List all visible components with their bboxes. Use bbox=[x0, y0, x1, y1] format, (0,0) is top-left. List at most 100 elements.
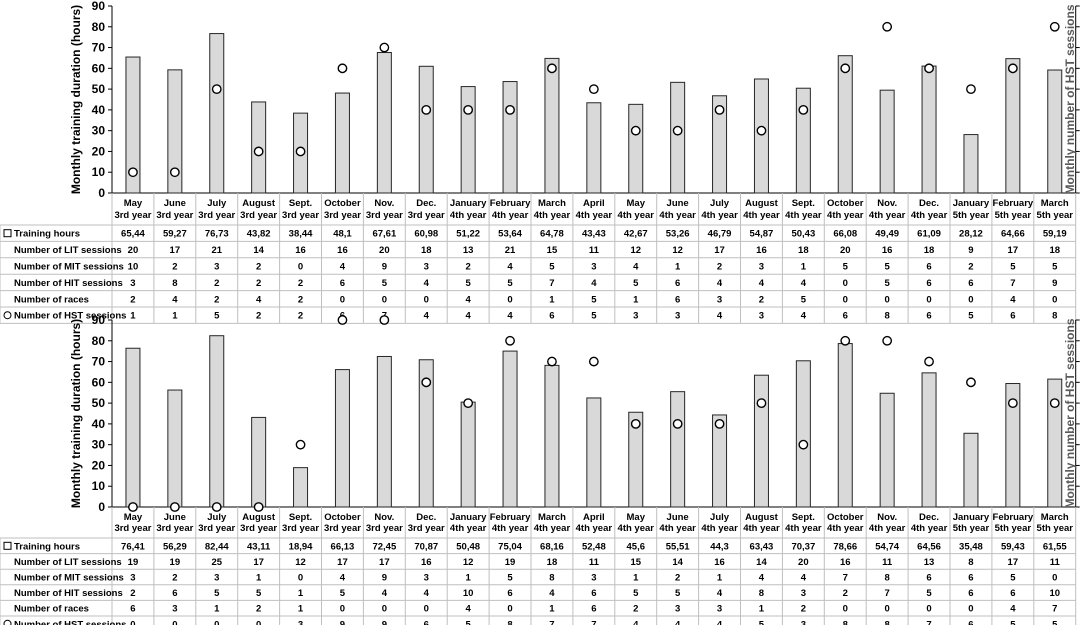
table-cell: 3 bbox=[801, 619, 806, 625]
table-cell: 13 bbox=[924, 557, 935, 568]
marker-hst-sessions bbox=[338, 64, 346, 72]
table-cell: 7 bbox=[549, 619, 554, 625]
marker-hst-sessions bbox=[380, 43, 388, 51]
table-cell: 14 bbox=[253, 245, 264, 256]
marker-hst-sessions bbox=[254, 503, 262, 511]
x-tick-label-month: Sept. bbox=[289, 198, 312, 209]
marker-hst-sessions bbox=[841, 64, 849, 72]
marker-hst-sessions bbox=[171, 168, 179, 176]
y-axis-title-left: Monthly training duration (hours) bbox=[69, 319, 83, 508]
x-tick-label-year: 4th year bbox=[492, 210, 529, 221]
table-cell: 6 bbox=[926, 262, 931, 273]
chart-panel-2: 01020304050607080900123456789Monthly tra… bbox=[0, 313, 1084, 625]
table-cell: 2 bbox=[298, 311, 303, 322]
table-cell: 1 bbox=[256, 573, 262, 584]
marker-hst-sessions bbox=[213, 85, 221, 93]
table-cell: 6 bbox=[172, 588, 177, 599]
table-cell: 3 bbox=[717, 294, 722, 305]
marker-hst-sessions bbox=[464, 106, 472, 114]
table-cell: 21 bbox=[211, 245, 222, 256]
table-cell: 0 bbox=[340, 294, 345, 305]
x-tick-label-year: 3rd year bbox=[282, 523, 319, 534]
x-tick-label-month: October bbox=[827, 198, 864, 209]
table-cell: 8 bbox=[507, 619, 512, 625]
table-cell: 3 bbox=[130, 278, 135, 289]
x-tick-label-month: August bbox=[242, 512, 276, 523]
table-cell: 9 bbox=[382, 619, 387, 625]
table-cell: 6 bbox=[926, 311, 931, 322]
x-tick-label-year: 4th year bbox=[869, 523, 906, 534]
table-cell: 5 bbox=[382, 278, 388, 289]
table-cell: 64,66 bbox=[1001, 229, 1025, 240]
legend-marker-icon bbox=[4, 620, 11, 625]
table-cell: 4 bbox=[466, 604, 472, 615]
x-tick-label-year: 3rd year bbox=[156, 523, 193, 534]
table-cell: 5 bbox=[1010, 262, 1016, 273]
y-axis-title-right: Monthly number of HST sessions bbox=[1063, 318, 1077, 508]
table-cell: 49,49 bbox=[875, 229, 899, 240]
table-cell: 4 bbox=[340, 262, 346, 273]
table-cell: 2 bbox=[298, 278, 303, 289]
table-cell: 2 bbox=[466, 262, 471, 273]
table-cell: 9 bbox=[1052, 278, 1057, 289]
y-axis-title-right: Monthly number of HST sessions bbox=[1063, 4, 1077, 194]
x-tick-label-year: 4th year bbox=[618, 210, 655, 221]
table-cell: 5 bbox=[340, 588, 346, 599]
table-row-label: Training hours bbox=[14, 541, 80, 552]
table-cell: 12 bbox=[295, 557, 306, 568]
x-tick-label-month: February bbox=[490, 198, 531, 209]
table-cell: 1 bbox=[549, 604, 555, 615]
marker-hst-sessions bbox=[548, 357, 556, 365]
x-tick-label-month: Nov. bbox=[877, 198, 897, 209]
table-cell: 16 bbox=[840, 557, 851, 568]
bar-training-hours bbox=[335, 370, 349, 507]
bar-training-hours bbox=[587, 398, 601, 507]
table-cell: 17 bbox=[1008, 245, 1019, 256]
table-cell: 4 bbox=[549, 588, 555, 599]
table-cell: 8 bbox=[885, 573, 890, 584]
y-tick-label-left: 80 bbox=[92, 20, 106, 34]
table-cell: 4 bbox=[172, 294, 178, 305]
marker-hst-sessions bbox=[296, 147, 304, 155]
table-cell: 9 bbox=[382, 573, 387, 584]
table-cell: 5 bbox=[633, 278, 639, 289]
table-cell: 5 bbox=[885, 278, 891, 289]
x-tick-label-month: May bbox=[124, 198, 143, 209]
marker-hst-sessions bbox=[967, 85, 975, 93]
marker-hst-sessions bbox=[1051, 23, 1059, 31]
table-cell: 0 bbox=[926, 294, 931, 305]
y-tick-label-left: 10 bbox=[92, 165, 106, 179]
table-cell: 50,48 bbox=[456, 541, 480, 552]
bar-training-hours bbox=[210, 336, 224, 507]
table-cell: 53,26 bbox=[666, 229, 690, 240]
x-tick-label-year: 4th year bbox=[701, 523, 738, 534]
y-tick-label-left: 30 bbox=[92, 124, 106, 138]
x-tick-label-year: 4th year bbox=[492, 523, 529, 534]
y-tick-label-left: 40 bbox=[92, 103, 106, 117]
table-cell: 18 bbox=[547, 557, 558, 568]
x-tick-label-year: 4th year bbox=[534, 210, 571, 221]
x-tick-label-year: 4th year bbox=[911, 210, 948, 221]
table-row-label: Number of MIT sessions bbox=[14, 573, 124, 584]
x-tick-label-month: August bbox=[745, 198, 779, 209]
bar-training-hours bbox=[922, 373, 936, 507]
table-cell: 6 bbox=[424, 619, 429, 625]
table-cell: 82,44 bbox=[205, 541, 229, 552]
marker-hst-sessions bbox=[757, 399, 765, 407]
x-tick-label-month: January bbox=[953, 512, 990, 523]
x-tick-label-month: Sept. bbox=[792, 512, 815, 523]
table-cell: 64,56 bbox=[917, 541, 941, 552]
table-cell: 0 bbox=[424, 294, 429, 305]
table-cell: 5 bbox=[214, 588, 220, 599]
table-cell: 4 bbox=[717, 588, 723, 599]
x-tick-label-year: 4th year bbox=[659, 523, 696, 534]
table-cell: 72,45 bbox=[372, 541, 396, 552]
table-cell: 5 bbox=[968, 311, 974, 322]
table-cell: 63,43 bbox=[750, 541, 774, 552]
table-cell: 59,19 bbox=[1043, 229, 1067, 240]
table-cell: 43,11 bbox=[247, 541, 271, 552]
x-tick-label-month: Nov. bbox=[374, 198, 394, 209]
table-cell: 42,67 bbox=[624, 229, 648, 240]
table-cell: 5 bbox=[1010, 573, 1016, 584]
marker-hst-sessions bbox=[380, 316, 388, 324]
